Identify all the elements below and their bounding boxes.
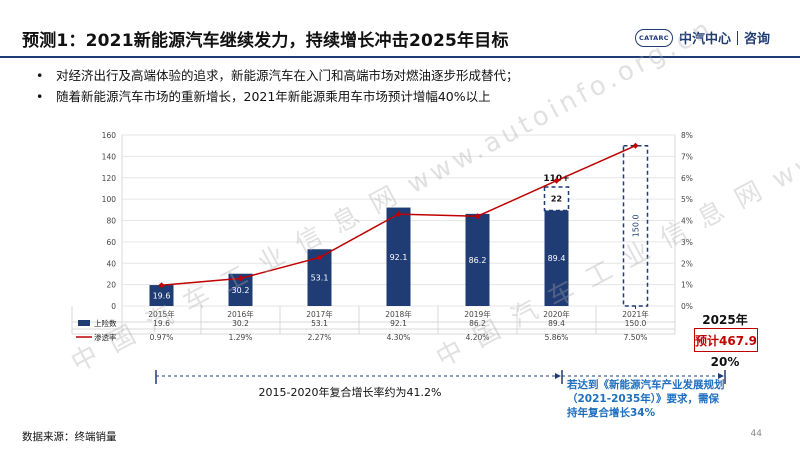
table-cell: 86.2 — [469, 319, 486, 328]
y-tick-label: 0 — [111, 302, 116, 311]
y-tick-label: 40 — [106, 259, 116, 268]
y-tick-label: 60 — [106, 238, 116, 247]
bullet-list: 对经济出行及高端体验的追求，新能源汽车在入门和高端市场对燃油逐步形成替代； 随着… — [36, 65, 519, 107]
x-tick-label: 2021年 — [622, 309, 649, 319]
logo-text-primary: 中汽中心 — [678, 32, 731, 47]
logo-text-secondary: 咨询 — [743, 32, 770, 47]
x-tick-label: 2017年 — [306, 309, 333, 319]
bar-value-label: 92.1 — [390, 253, 408, 262]
y-tick-label: 160 — [102, 131, 117, 140]
bar — [386, 207, 411, 306]
y2-tick-label: 2% — [681, 259, 693, 268]
table-cell: 150.0 — [625, 319, 647, 328]
y2-tick-label: 5% — [681, 195, 693, 204]
data-source: 数据来源：终端销量 — [22, 431, 117, 443]
legend-label-line: 渗透率 — [94, 332, 117, 342]
x-tick-label: 2019年 — [464, 309, 491, 319]
table-cell: 7.50% — [624, 333, 648, 342]
x-tick-label: 2020年 — [543, 309, 570, 319]
bar-value-label: 150.0 — [632, 214, 641, 237]
bar-value-label: 19.6 — [153, 292, 171, 301]
y-tick-label: 80 — [106, 217, 116, 226]
penetration-point — [553, 177, 560, 184]
cagr-label: 2015-2020年复合增长率约为41.2% — [258, 386, 442, 399]
y2-tick-label: 1% — [681, 281, 693, 290]
y-tick-label: 140 — [102, 152, 117, 161]
table-cell: 4.20% — [466, 333, 490, 342]
logo-separator — [736, 30, 738, 45]
title-divider — [0, 56, 800, 58]
bar — [149, 285, 174, 306]
penetration-point — [237, 275, 244, 282]
bar-value-label: 30.2 — [232, 286, 250, 295]
table-cell: 1.29% — [229, 333, 253, 342]
legend-label-bar: 上险数 — [94, 318, 117, 328]
y2-tick-label: 8% — [681, 131, 693, 140]
target-arrow-head — [718, 373, 724, 379]
y-tick-label: 120 — [102, 174, 117, 183]
table-cell: 53.1 — [311, 319, 328, 328]
target-penetration: 20% — [710, 355, 740, 369]
y2-tick-label: 4% — [681, 217, 693, 226]
bar — [465, 213, 490, 306]
penetration-point — [395, 211, 402, 218]
bar-value-label: 89.4 — [548, 254, 566, 263]
penetration-point — [632, 142, 639, 149]
penetration-point — [316, 254, 323, 261]
y2-tick-label: 3% — [681, 238, 693, 247]
penetration-point — [158, 282, 165, 289]
bar-value-label: 86.2 — [469, 256, 487, 265]
bar-value-label: 53.1 — [311, 274, 329, 283]
bar-extra-2020 — [543, 186, 570, 212]
table-cell: 19.6 — [153, 319, 170, 328]
table-cell: 4.30% — [387, 333, 411, 342]
penetration-point — [474, 213, 481, 220]
logo-badge: CATARC — [634, 28, 673, 47]
requirement-note: 若达到《新能源汽车产业发展规划（2021-2035年）》要求，需保持年复合增长3… — [567, 379, 725, 419]
x-tick-label: 2015年 — [148, 309, 175, 319]
y-tick-label: 100 — [102, 195, 117, 204]
bullet-item: 随着新能源汽车市场的重新增长，2021年新能源乘用车市场预计增幅40%以上 — [36, 86, 519, 107]
cagr-arrow-head — [555, 373, 561, 379]
table-cell: 5.86% — [545, 333, 569, 342]
table-cell: 92.1 — [390, 319, 407, 328]
y2-tick-label: 0% — [681, 302, 693, 311]
x-tick-label: 2018年 — [385, 309, 412, 319]
bar-extra-label: 22 — [551, 195, 562, 204]
y-tick-label: 20 — [106, 281, 116, 290]
table-cell: 30.2 — [232, 319, 249, 328]
target-forecast-box: 预计467.9 — [694, 328, 758, 352]
table-cell: 89.4 — [548, 319, 565, 328]
y2-tick-label: 7% — [681, 152, 693, 161]
table-cell: 2.27% — [308, 333, 332, 342]
bar — [544, 210, 569, 306]
company-logo: CATARC 中汽中心 咨询 — [634, 28, 770, 47]
table-cell: 0.97% — [150, 333, 174, 342]
page-number: 44 — [750, 429, 762, 439]
legend-swatch-bar — [78, 320, 90, 326]
y2-tick-label: 6% — [681, 174, 693, 183]
x-tick-label: 2016年 — [227, 309, 254, 319]
slide-title: 预测1：2021新能源汽车继续发力，持续增长冲击2025年目标 — [22, 31, 509, 51]
target-year: 2025年 — [702, 313, 748, 327]
bullet-item: 对经济出行及高端体验的追求，新能源汽车在入门和高端市场对燃油逐步形成替代； — [36, 65, 519, 86]
